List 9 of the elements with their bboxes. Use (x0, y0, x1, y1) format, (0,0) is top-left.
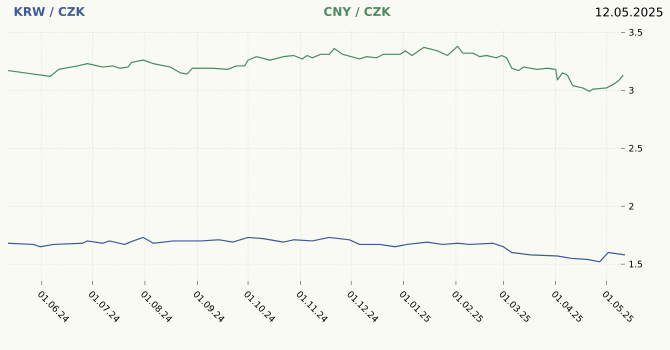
line-series (7, 46, 624, 92)
y-tick-label: 3.5 (629, 28, 642, 36)
text: 12.05.2025 (596, 7, 662, 17)
text: KRW / CZK (14, 6, 86, 17)
y-tick-label: 2 (629, 202, 634, 210)
y-tick-label: 2.5 (629, 144, 642, 152)
text: CNY / CZK (324, 6, 391, 17)
y-tick-label: 3 (629, 86, 634, 94)
y-tick-label: 1.5 (630, 260, 642, 268)
